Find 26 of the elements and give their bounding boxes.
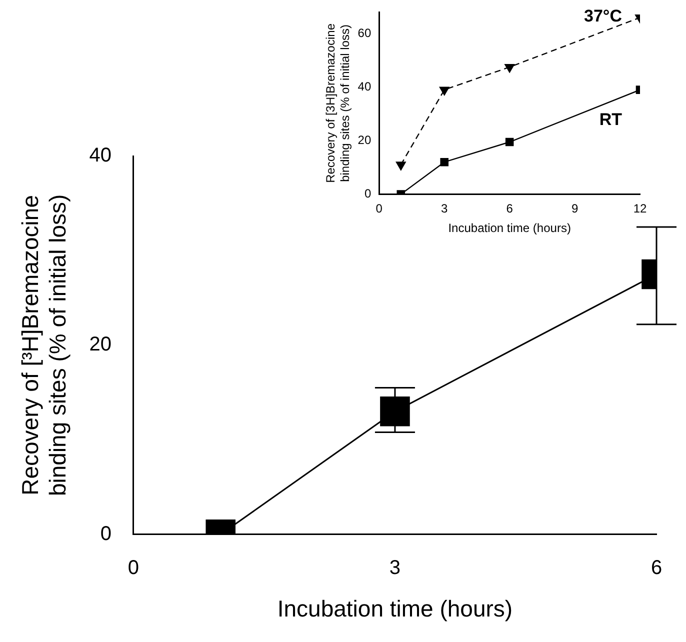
y-axis-title: Recovery of [3H]Bremazocine binding sites (% of initial loss) <box>324 23 352 183</box>
y-tick-label: 20 <box>358 132 372 147</box>
point <box>439 86 450 96</box>
x-axis-title: Incubation time (hours) <box>277 596 513 622</box>
y-tick-label: 0 <box>100 522 112 545</box>
x-tick-label: 6 <box>506 202 514 216</box>
series-label: RT <box>599 110 623 130</box>
series-label: 37°C <box>584 6 622 26</box>
x-tick-label: 12 <box>633 202 647 216</box>
y-tick-label: 20 <box>89 334 112 356</box>
y-axis-title: Recovery of [³H]Bremazocine binding sites (% of initial loss) <box>17 194 71 496</box>
x-tick-label: 0 <box>376 202 383 216</box>
x-tick-label: 9 <box>571 202 578 216</box>
point <box>504 64 515 73</box>
point <box>396 162 406 170</box>
x-tick-label: 0 <box>128 556 140 579</box>
x-tick-label: 3 <box>441 202 448 216</box>
y-tick-label: 40 <box>358 79 372 94</box>
point <box>440 158 448 166</box>
y-tick-label: 0 <box>364 186 372 201</box>
x-tick-label: 6 <box>650 556 662 579</box>
x-axis-title: Incubation time (hours) <box>448 221 571 236</box>
point <box>505 138 514 146</box>
x-tick-label: 3 <box>389 556 401 579</box>
y-tick-label: 40 <box>89 144 112 167</box>
y-tick-label: 60 <box>358 26 372 40</box>
